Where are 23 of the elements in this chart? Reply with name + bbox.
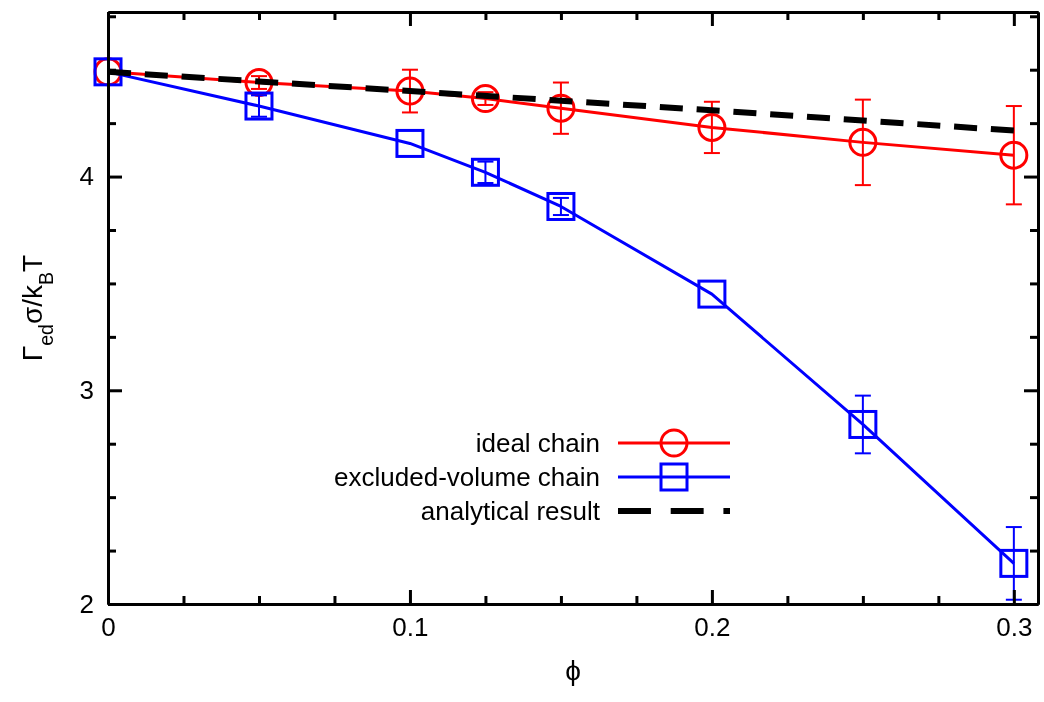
point (999, 140, 1029, 170)
x-tick-label: 0.2 (694, 612, 731, 643)
x-tick-label: 0 (101, 612, 116, 643)
point (395, 76, 425, 106)
point (395, 128, 425, 158)
y-tick-label: 4 (79, 161, 94, 192)
point (697, 112, 727, 142)
y-tick-label: 3 (79, 375, 94, 406)
point (848, 409, 878, 439)
legend-label: ideal chain (475, 428, 600, 458)
legend-label: excluded-volume chain (334, 462, 600, 492)
point (999, 548, 1029, 578)
point (546, 191, 576, 221)
point (697, 279, 727, 309)
point (470, 84, 500, 114)
point (848, 127, 878, 157)
point (244, 91, 274, 121)
x-axis-title: ϕ (565, 655, 581, 686)
point (470, 157, 500, 187)
y-tick-label: 2 (79, 588, 94, 619)
x-tick-label: 0.1 (392, 612, 429, 643)
legend-label: analytical result (420, 496, 601, 526)
x-tick-label: 0.3 (996, 612, 1033, 643)
